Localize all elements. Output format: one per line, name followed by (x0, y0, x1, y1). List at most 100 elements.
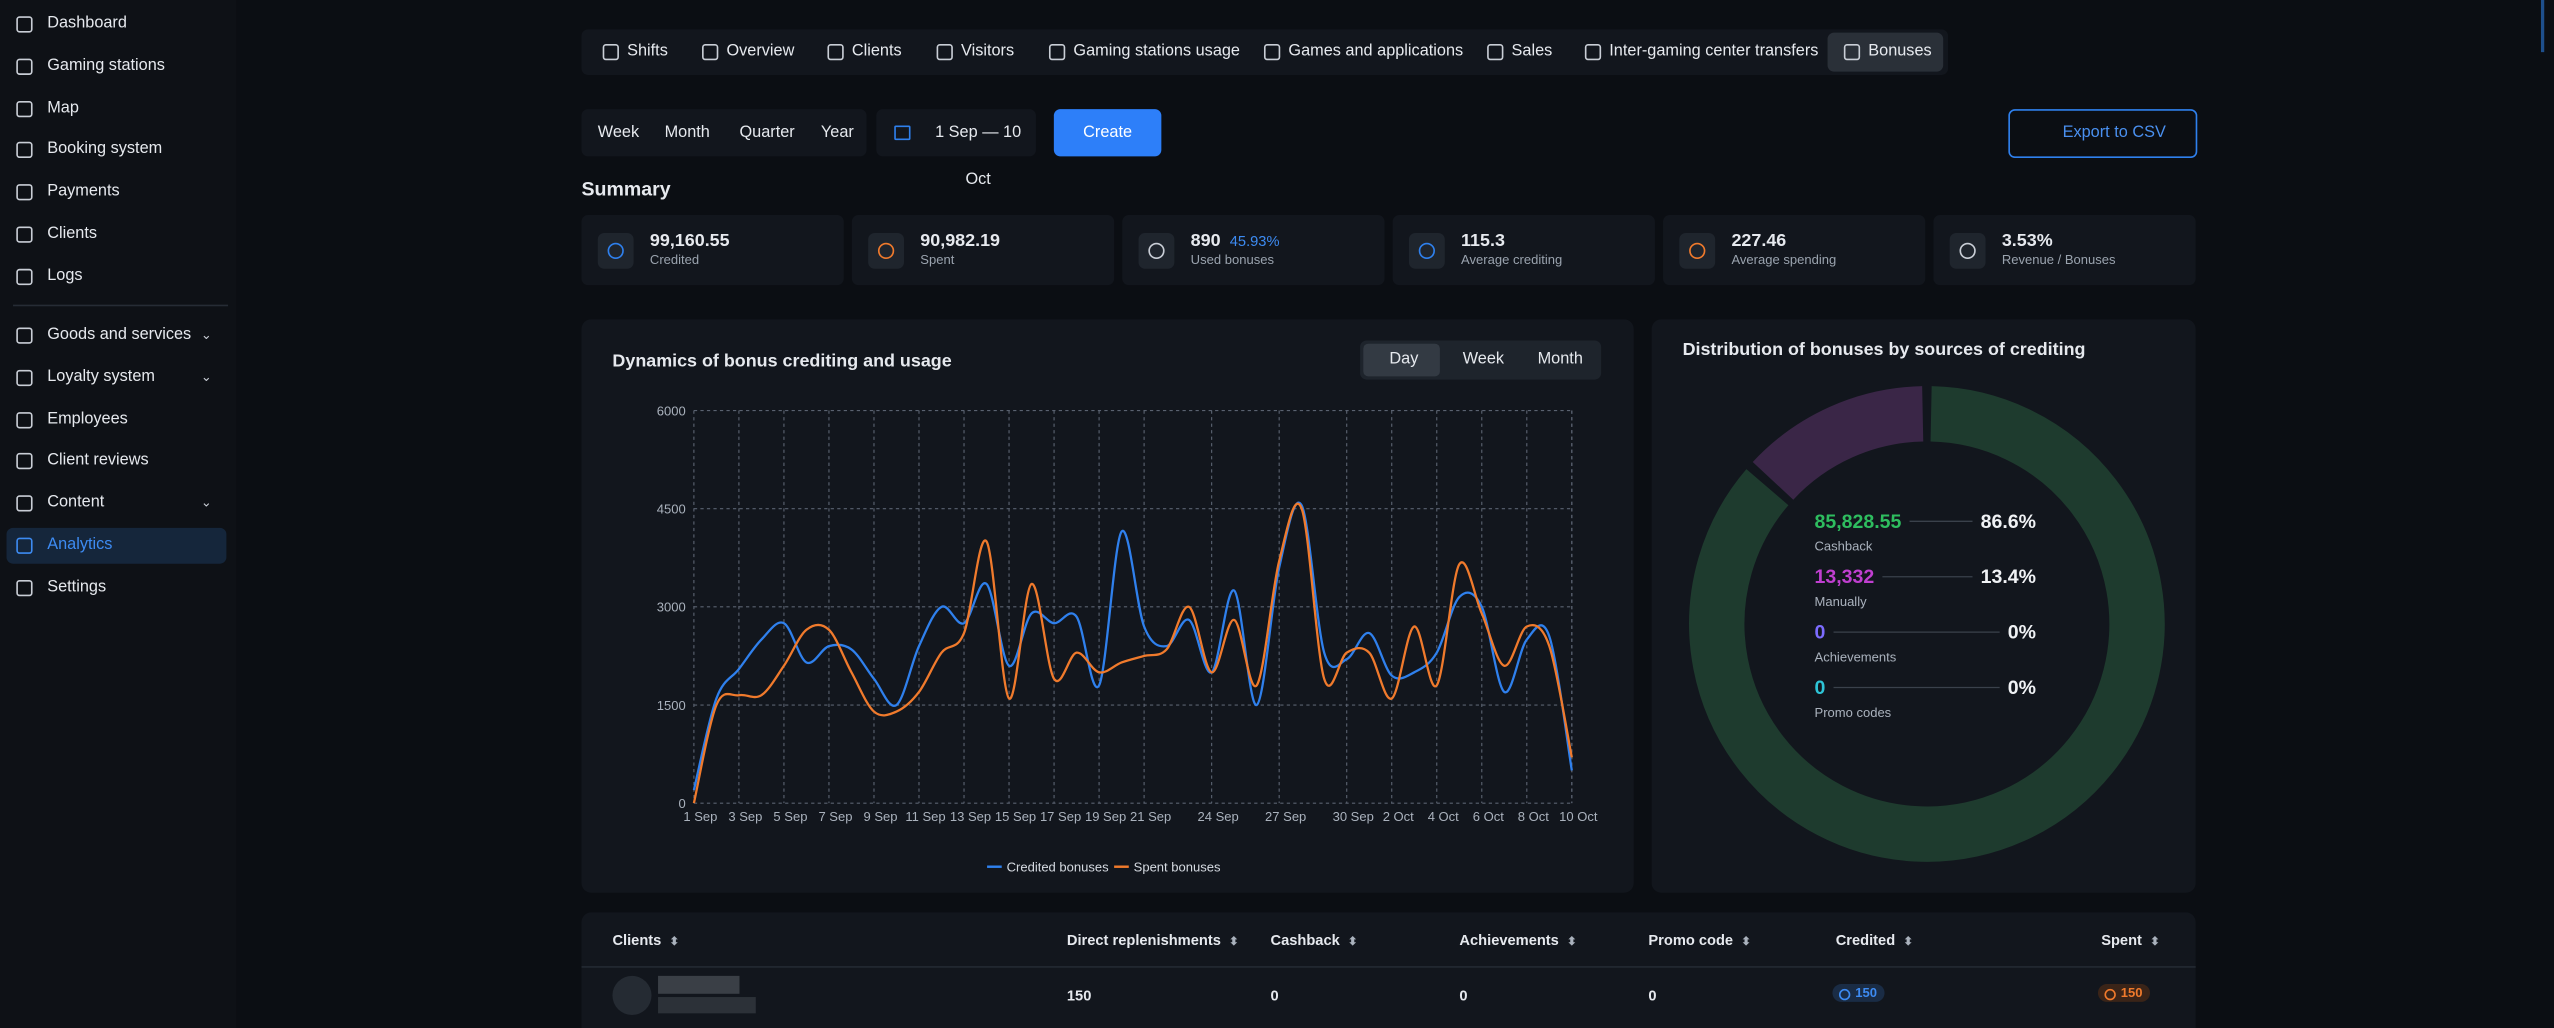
cell: 0 (1270, 987, 1279, 1004)
date-range[interactable]: 1 Sep — 10 Oct (876, 109, 1036, 189)
card-value: 227.46 (1731, 231, 1787, 251)
tab-label: Games and applications (1288, 42, 1464, 61)
tab-icon (1584, 43, 1602, 61)
tab-bar: Shifts Overview Clients Visitors Gaming stat… (581, 29, 1949, 75)
card-label: Average spending (1731, 252, 1837, 268)
period-button[interactable]: Week (597, 123, 640, 142)
nav-label: Content (47, 493, 105, 512)
y-tick-label: 3000 (657, 600, 686, 615)
period-button[interactable]: Month (664, 123, 710, 142)
x-tick-label: 19 Sep (1085, 809, 1126, 824)
card-glyph (1959, 242, 1976, 260)
nav-item[interactable]: Payments (7, 175, 227, 211)
chart-title: Distribution of bonuses by sources of cr… (1683, 339, 2086, 359)
nav-label: Map (47, 98, 79, 117)
nav-item[interactable]: Client reviews (7, 444, 227, 480)
cell: 0 (1648, 987, 1657, 1004)
column-header[interactable]: Clients ⬍ (612, 932, 679, 948)
card-icon (1138, 232, 1175, 269)
nav-item[interactable]: Loyalty system ⌄ (7, 360, 227, 396)
donut-segment (1689, 386, 2165, 862)
tab-active-bg (1827, 32, 1944, 72)
donut-value: 13,332 (1815, 566, 1875, 588)
toggle-button[interactable]: Week (1462, 350, 1505, 369)
card-icon (1949, 232, 1986, 269)
nav-item[interactable]: Map (7, 91, 227, 127)
sort-icon: ⬍ (1229, 936, 1239, 949)
column-label: Clients (612, 931, 662, 949)
tab-label: Shifts (627, 42, 668, 61)
toggle-button[interactable]: Month (1537, 350, 1583, 369)
donut-percent: 13.4% (1981, 566, 2036, 588)
donut-percent: 0% (2008, 677, 2036, 699)
nav-icon (16, 184, 33, 201)
column-header[interactable]: Spent ⬍ (2101, 932, 2159, 948)
nav-item[interactable]: Gaming stations (7, 49, 227, 85)
column-header[interactable]: Direct replenishments ⬍ (1067, 932, 1239, 948)
nav-label: Employees (47, 409, 128, 428)
nav-label: Gaming stations (47, 56, 165, 75)
nav-item[interactable]: Employees (7, 402, 227, 438)
summary-card: 3.53% Revenue / Bonuses (1933, 215, 2196, 286)
legend-label: Spent bonuses (1134, 860, 1221, 875)
nav-item[interactable]: Analytics (6, 527, 227, 564)
sort-icon: ⬍ (1566, 936, 1577, 949)
nav-item[interactable]: Goods and services ⌄ (7, 318, 227, 354)
nav-label: Analytics (47, 535, 113, 554)
nav-item[interactable]: Dashboard (7, 7, 227, 43)
tab-label: Sales (1511, 42, 1553, 61)
nav-item[interactable]: Clients (7, 217, 227, 253)
separator (13, 304, 229, 307)
nav-icon (16, 16, 33, 33)
badge-value: 150 (1855, 985, 1877, 1001)
nav-icon (16, 268, 33, 285)
column-header[interactable]: Cashback ⬍ (1270, 932, 1357, 948)
period-button[interactable]: Year (820, 123, 854, 142)
badge: 150 (1832, 984, 1886, 1002)
period-button[interactable]: Quarter (739, 123, 795, 142)
nav-label: Goods and services (47, 325, 192, 344)
card-glyph (877, 242, 895, 260)
badge-value: 150 (2120, 985, 2143, 1001)
chart-title: Dynamics of bonus crediting and usage (612, 351, 951, 371)
tab-icon (1843, 43, 1861, 61)
nav-icon (16, 537, 33, 554)
series-line (692, 501, 1573, 791)
nav-label: Settings (47, 578, 107, 596)
column-label: Promo code (1648, 931, 1734, 949)
nav-label: Payments (47, 182, 120, 201)
column-header[interactable]: Credited ⬍ (1836, 932, 1913, 948)
chevron: ⌄ (200, 327, 212, 343)
nav-item[interactable]: Booking system (7, 133, 227, 169)
nav-icon (16, 495, 33, 512)
card-label: Average crediting (1461, 252, 1563, 268)
summary-card: 890 45.93% Used bonuses (1122, 215, 1385, 286)
nav-item[interactable]: Content ⌄ (7, 486, 227, 522)
tab-label: Clients (851, 42, 902, 61)
nav-item[interactable]: Settings (7, 570, 227, 606)
export-button[interactable]: Export to CSV (2008, 109, 2198, 159)
toggle-button[interactable]: Day (1389, 350, 1419, 369)
tab-icon (702, 43, 719, 61)
card-value: 90,982.19 (920, 231, 1000, 251)
create-button[interactable]: Create (1053, 109, 1162, 157)
x-tick-label: 8 Oct (1518, 809, 1549, 824)
tab-icon (936, 43, 953, 61)
donut-segment (1752, 386, 1924, 501)
column-header[interactable]: Achievements ⬍ (1459, 932, 1576, 948)
x-tick-label: 10 Oct (1559, 809, 1598, 824)
tab-label: Gaming stations usage (1073, 42, 1240, 61)
x-tick-label: 24 Sep (1198, 809, 1239, 824)
tab-icon (602, 43, 619, 61)
series-line (692, 502, 1573, 804)
tab-label: Overview (726, 42, 795, 61)
column-header[interactable]: Promo code ⬍ (1648, 932, 1750, 948)
card-value: 890 (1190, 231, 1221, 251)
x-tick-label: 15 Sep (995, 809, 1036, 824)
nav-item[interactable]: Logs (7, 259, 227, 295)
x-tick-label: 17 Sep (1040, 809, 1081, 824)
table-divider (581, 966, 2196, 968)
card-label: Credited (649, 252, 700, 268)
card-icon (868, 232, 905, 269)
